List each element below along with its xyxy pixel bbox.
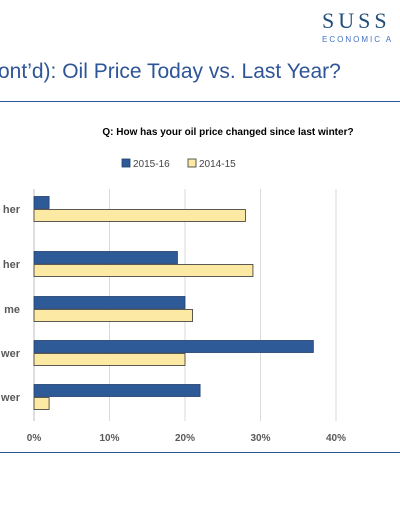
chart-title: Q: How has your oil price changed since …: [102, 127, 353, 138]
title-divider: [0, 101, 400, 102]
x-tick-label: 20%: [175, 433, 195, 444]
category-label: her: [3, 204, 21, 216]
legend: 2015-16 2014-15: [121, 158, 236, 170]
bar-2015-16: [33, 196, 50, 209]
brand-logo: SUSS ECONOMIC A: [310, 8, 400, 48]
legend-swatch-2015-16: [121, 158, 131, 168]
brand-name: SUSS: [322, 8, 391, 33]
legend-label-2014-15: 2014-15: [199, 159, 236, 170]
x-tick-label: 0%: [27, 433, 42, 444]
legend-swatch-2014-15: [187, 158, 197, 168]
x-tick-label: 10%: [99, 433, 119, 444]
bar-2014-15: [33, 353, 186, 366]
bars: [33, 196, 314, 410]
bar-2014-15: [33, 264, 254, 277]
bar-2015-16: [33, 296, 186, 309]
bar-2014-15: [33, 209, 246, 222]
bar-2015-16: [33, 384, 201, 397]
x-tick-label: 30%: [250, 433, 270, 444]
category-label: me: [4, 304, 20, 316]
bottom-divider: [0, 452, 400, 453]
category-label: wer: [0, 348, 21, 360]
category-label: her: [3, 259, 21, 271]
bar-chart: Q: How has your oil price changed since …: [0, 127, 354, 444]
slide-title: ont’d): Oil Price Today vs. Last Year?: [0, 60, 341, 83]
bar-2014-15: [33, 309, 193, 322]
category-label: wer: [0, 392, 21, 404]
x-tick-label: 40%: [326, 433, 346, 444]
brand-subtitle: ECONOMIC A: [322, 35, 394, 44]
x-tick-labels: 0% 10% 20% 30% 40%: [27, 433, 346, 444]
bar-2015-16: [33, 340, 314, 353]
bar-2015-16: [33, 251, 178, 264]
chart-frame: Q: How has your oil price changed since …: [0, 111, 400, 451]
legend-label-2015-16: 2015-16: [133, 159, 170, 170]
bar-2014-15: [33, 397, 50, 410]
category-labels: her her me wer wer: [0, 204, 21, 404]
